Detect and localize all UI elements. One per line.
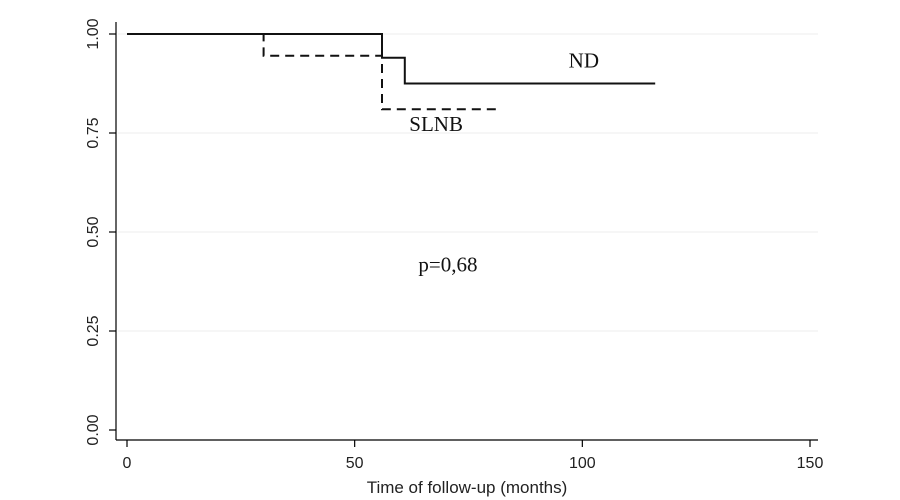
y-tick-label-2: 0.50 [85,216,102,247]
axes [115,22,818,441]
x-tick-label-2: 100 [569,455,596,472]
y-tick-label-0: 0.00 [85,414,102,445]
x-tick-label-0: 0 [123,455,132,472]
annotation-2: p=0,68 [418,253,477,277]
series-nd-curve [127,33,656,85]
annotation-0: ND [569,49,599,73]
series-slnb-curve [127,33,496,111]
x-tick-label-1: 50 [346,455,364,472]
x-axis-ticks: 0 50 100 150 [123,440,824,472]
y-tick-label-1: 0.25 [85,315,102,346]
y-tick-label-3: 0.75 [85,117,102,148]
x-axis-title: Time of follow-up (months) [367,478,568,497]
y-axis-ticks: 0.00 0.25 0.50 0.75 1.00 [85,18,116,446]
annotation-1: SLNB [409,112,463,136]
survival-curves [127,33,656,111]
x-tick-label-3: 150 [797,455,824,472]
gridlines [118,33,818,332]
annotations: ND SLNB p=0,68 [409,49,599,277]
y-tick-label-4: 1.00 [85,18,102,49]
